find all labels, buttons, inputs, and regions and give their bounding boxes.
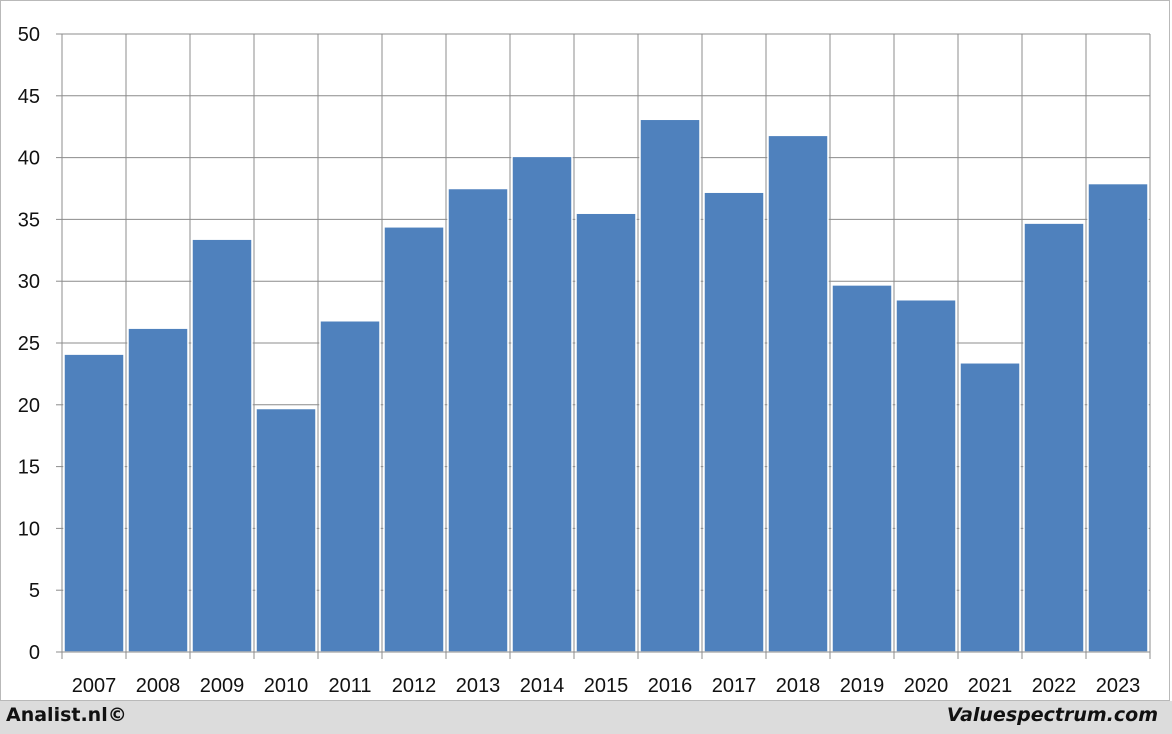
x-tick-label: 2008 — [136, 675, 181, 697]
bar-2009 — [191, 238, 253, 653]
bar-2017 — [703, 191, 765, 653]
bar-2015 — [575, 212, 637, 653]
x-tick-label: 2010 — [264, 675, 309, 697]
bar-2023 — [1087, 182, 1149, 653]
x-tick-label: 2011 — [328, 675, 371, 697]
x-tick-label: 2018 — [776, 675, 821, 697]
y-tick-label: 10 — [18, 518, 40, 540]
x-tick-label: 2007 — [72, 675, 117, 697]
x-tick-label: 2013 — [456, 675, 501, 697]
x-tick-label: 2019 — [840, 675, 885, 697]
bar-2019 — [831, 284, 893, 653]
bar-2016 — [639, 118, 701, 653]
x-tick-label: 2020 — [904, 675, 949, 697]
y-tick-label: 0 — [29, 642, 40, 664]
bar-2014 — [511, 155, 573, 653]
bar-2018 — [767, 134, 829, 653]
y-tick-label: 40 — [18, 148, 40, 170]
y-tick-label: 35 — [18, 209, 40, 231]
bar-2021 — [959, 362, 1021, 653]
bar-2013 — [447, 187, 509, 653]
y-tick-label: 15 — [18, 457, 40, 479]
analist-credit: Analist.nl© — [6, 704, 127, 726]
y-tick-label: 30 — [18, 271, 40, 293]
bar-2020 — [895, 298, 957, 653]
x-tick-label: 2016 — [648, 675, 693, 697]
x-tick-label: 2009 — [200, 675, 245, 697]
bar-2012 — [383, 226, 445, 653]
x-tick-label: 2012 — [392, 675, 437, 697]
valuespectrum-credit: Valuespectrum.com — [946, 704, 1158, 726]
x-tick-label: 2015 — [584, 675, 629, 697]
bar-2010 — [255, 407, 317, 653]
y-tick-label: 5 — [29, 580, 40, 602]
y-tick-label: 45 — [18, 86, 40, 108]
bar-2011 — [319, 320, 381, 653]
bar-2007 — [63, 353, 125, 653]
x-tick-label: 2017 — [712, 675, 757, 697]
y-tick-label: 25 — [18, 333, 40, 355]
bar-2022 — [1023, 222, 1085, 653]
footer-bar: Analist.nl© Valuespectrum.com — [0, 701, 1172, 734]
x-tick-label: 2021 — [968, 675, 1013, 697]
x-tick-label: 2014 — [520, 675, 565, 697]
bar-2008 — [127, 327, 189, 653]
x-tick-label: 2022 — [1032, 675, 1077, 697]
y-tick-label: 50 — [18, 24, 40, 46]
y-tick-label: 20 — [18, 395, 40, 417]
bar-chart: 0 5 10 15 20 25 30 35 40 45 50 2007 2008 2009 2010 2011… — [18, 24, 1151, 697]
x-tick-label: 2023 — [1096, 675, 1141, 697]
